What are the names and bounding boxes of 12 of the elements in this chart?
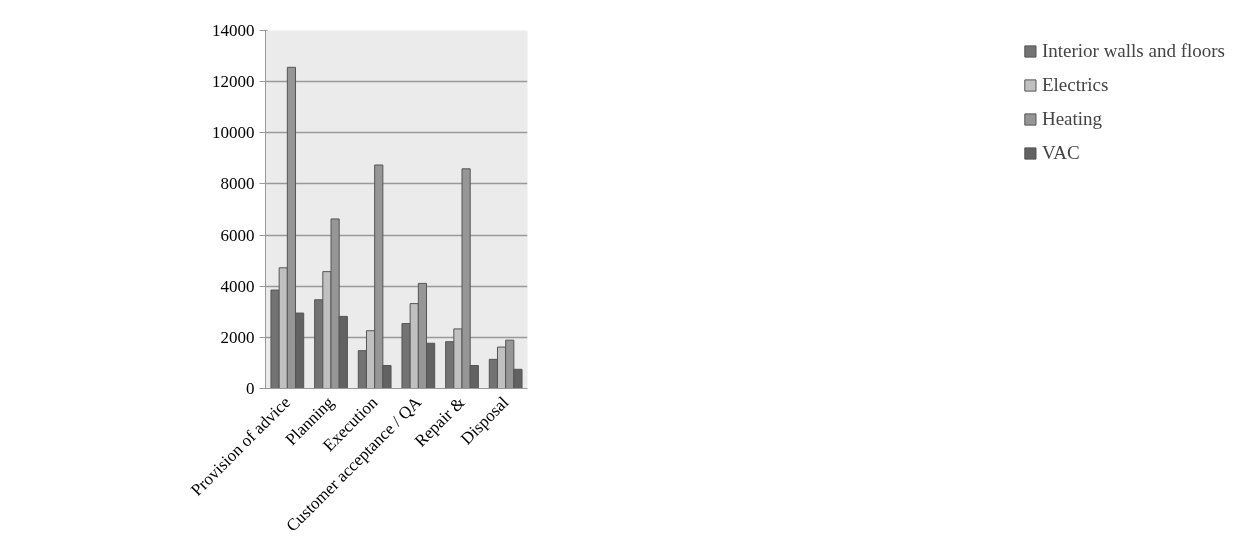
y-tick-label: 8000 bbox=[220, 174, 255, 194]
y-tick-label: 0 bbox=[246, 379, 255, 398]
legend-label: Interior walls and floors bbox=[1041, 40, 1225, 62]
legend-label: Electrics bbox=[1041, 74, 1109, 96]
y-tick-label: 10000 bbox=[212, 123, 255, 143]
y-tick-label: 6000 bbox=[220, 225, 255, 245]
legend-label: VAC bbox=[1041, 142, 1080, 164]
y-tick-label: 14000 bbox=[212, 21, 255, 40]
y-tick-label: 12000 bbox=[212, 72, 255, 92]
y-tick-label: 4000 bbox=[220, 276, 255, 296]
y-tick-label: 2000 bbox=[220, 327, 255, 347]
legend-label: Heating bbox=[1041, 108, 1103, 130]
